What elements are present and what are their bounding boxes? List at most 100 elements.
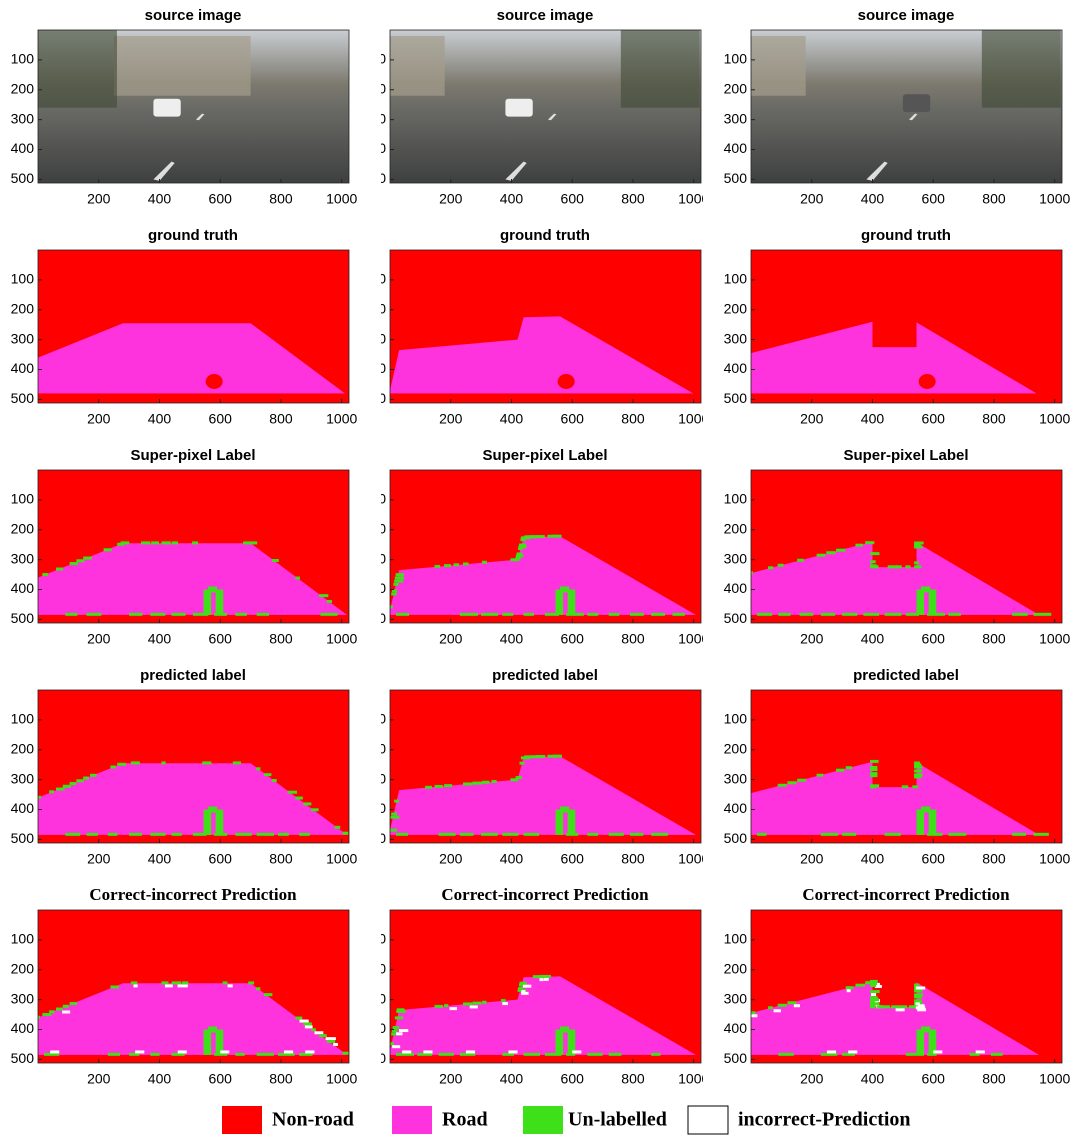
unlabelled (141, 541, 150, 544)
y-tick-label: 300 (363, 110, 387, 126)
unlabelled (501, 999, 506, 1002)
unlabelled (539, 755, 546, 758)
unlabelled (587, 613, 598, 616)
x-tick-label: 1000 (1039, 631, 1070, 647)
unlabelled (870, 565, 878, 568)
unlabelled (65, 613, 77, 616)
unlabelled (327, 600, 332, 603)
panel-image (751, 30, 1062, 183)
unlabelled (516, 776, 522, 779)
unlabelled (76, 779, 83, 782)
x-tick-label: 600 (209, 411, 233, 427)
incorrect (933, 1050, 942, 1053)
unlabelled (917, 810, 925, 835)
y-tick-label: 500 (363, 170, 387, 186)
legend-swatch (688, 1106, 728, 1134)
unlabelled (396, 613, 409, 616)
incorrect (502, 1002, 508, 1005)
panel: Super-pixel Label20040060080010001002003… (363, 447, 710, 647)
unlabelled (536, 535, 545, 538)
unlabelled (272, 559, 279, 562)
panel-image (389, 910, 701, 1063)
unlabelled (846, 766, 852, 769)
unlabelled (914, 773, 923, 776)
non-road-strip (390, 393, 701, 403)
incorrect (50, 1050, 59, 1053)
incorrect (284, 1050, 293, 1053)
unlabelled (129, 613, 142, 616)
x-tick-label: 800 (269, 411, 293, 427)
unlabelled (216, 810, 224, 835)
x-tick-label: 600 (561, 191, 585, 207)
unlabelled (388, 829, 397, 832)
x-tick-label: 400 (148, 1071, 172, 1087)
unlabelled (778, 1004, 787, 1007)
unlabelled (256, 987, 260, 990)
x-tick-label: 400 (861, 411, 885, 427)
y-tick-label: 300 (724, 770, 748, 786)
y-tick-label: 200 (724, 80, 748, 96)
unlabelled (161, 981, 168, 984)
y-tick-label: 200 (11, 740, 35, 756)
non-road-strip (751, 393, 1062, 403)
unlabelled (257, 1053, 274, 1056)
x-tick-label: 200 (87, 411, 111, 427)
unlabelled (208, 587, 217, 593)
unlabelled (556, 810, 564, 835)
unlabelled (870, 560, 876, 563)
y-tick-label: 500 (363, 610, 387, 626)
unlabelled (891, 1005, 898, 1008)
y-tick-label: 100 (363, 491, 387, 507)
unlabelled (914, 762, 920, 765)
y-tick-label: 300 (363, 550, 387, 566)
unlabelled (76, 559, 84, 562)
x-tick-label: 200 (800, 851, 824, 867)
non-road-strip (390, 835, 701, 843)
unlabelled (393, 583, 398, 586)
incorrect (871, 993, 876, 996)
unlabelled (560, 1027, 569, 1033)
unlabelled (826, 551, 835, 554)
y-tick-label: 100 (11, 51, 35, 67)
unlabelled (108, 833, 118, 836)
unlabelled (320, 613, 337, 616)
unlabelled (929, 810, 937, 835)
unlabelled (151, 541, 159, 544)
unlabelled (865, 541, 874, 544)
unlabelled (397, 1008, 405, 1011)
x-tick-label: 600 (922, 631, 946, 647)
unlabelled (70, 1002, 77, 1005)
unlabelled (444, 564, 451, 567)
unlabelled (530, 535, 537, 538)
x-tick-label: 400 (861, 1071, 885, 1087)
panel-title: source image (858, 7, 955, 24)
incorrect (333, 1043, 338, 1046)
x-tick-label: 1000 (678, 411, 709, 427)
unlabelled (335, 826, 340, 829)
unlabelled (842, 833, 856, 836)
unlabelled (991, 1053, 1003, 1056)
panel: predicted label2004006008001000100200300… (724, 667, 1071, 867)
x-tick-label: 400 (148, 411, 172, 427)
unlabelled (70, 782, 77, 785)
unlabelled (914, 983, 919, 986)
unlabelled (846, 986, 854, 989)
x-tick-label: 800 (982, 631, 1006, 647)
unlabelled (630, 613, 644, 616)
unlabelled (42, 573, 48, 576)
unlabelled (821, 613, 835, 616)
unlabelled (885, 613, 902, 616)
unlabelled (233, 761, 241, 764)
y-tick-label: 100 (11, 931, 35, 947)
x-tick-label: 600 (561, 851, 585, 867)
unlabelled (556, 1030, 564, 1055)
unlabelled (131, 761, 140, 764)
unlabelled (545, 613, 559, 616)
unlabelled (396, 573, 404, 576)
trees (982, 30, 1061, 108)
unlabelled (870, 984, 876, 987)
incorrect (402, 1050, 411, 1053)
panel: ground truth2004006008001000100200300400… (724, 227, 1071, 427)
unlabelled (902, 785, 908, 788)
legend-label: Un-labelled (568, 1109, 667, 1131)
